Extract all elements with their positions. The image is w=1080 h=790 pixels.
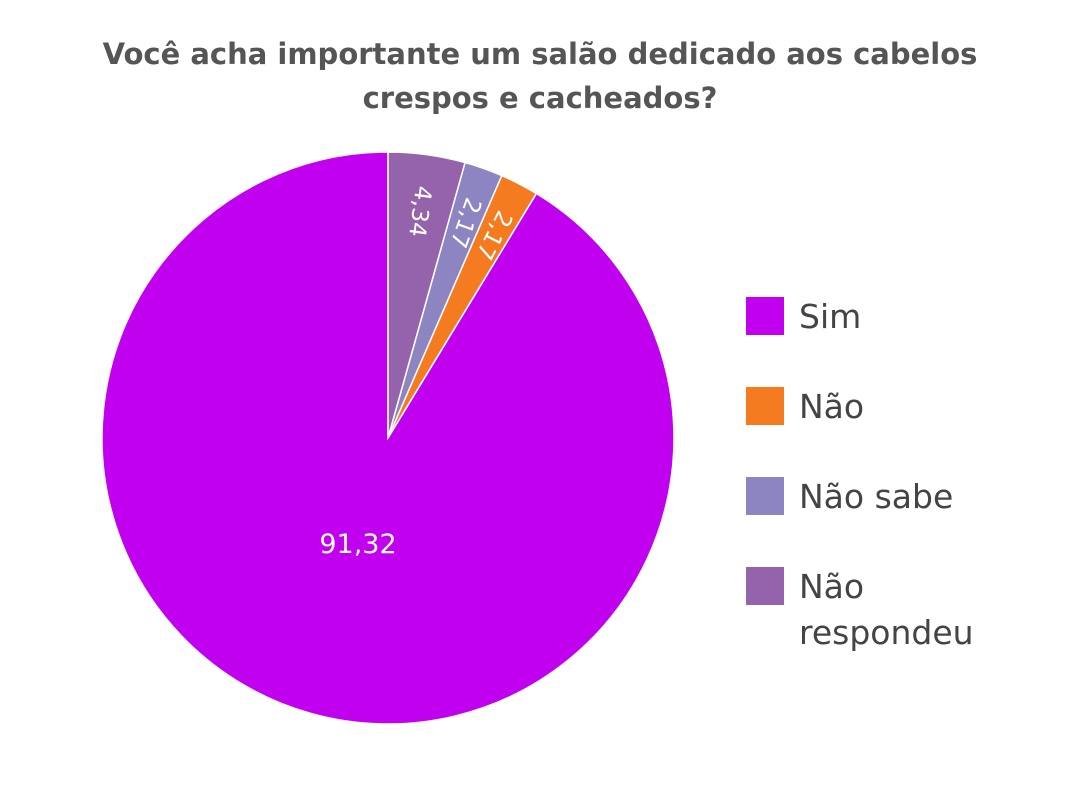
legend-label-nao-respondeu: Não respondeu [799,567,974,652]
legend-label-nao-sabe: Não sabe [799,477,954,516]
legend-swatch-nao-respondeu [746,567,784,605]
pie-slice-nao-respondeu [387,151,466,439]
pie-slices [101,151,675,725]
legend-item-sim: Sim [746,294,1039,340]
legend-label-nao: Não [799,387,865,426]
legend-label-sim: Sim [799,297,862,336]
pie-label-sim: 91,32 [319,529,396,560]
legend-swatch-nao-sabe [746,477,784,515]
legend-item-nao-sabe: Não sabe [746,474,1039,520]
legend-swatch-nao [746,387,784,425]
legend-item-nao: Não [746,384,1039,430]
legend-item-nao-respondeu: Não respondeu [746,564,989,656]
chart-title: Você acha importante um salão dedicado a… [102,37,978,115]
legend-swatch-sim [746,297,784,335]
